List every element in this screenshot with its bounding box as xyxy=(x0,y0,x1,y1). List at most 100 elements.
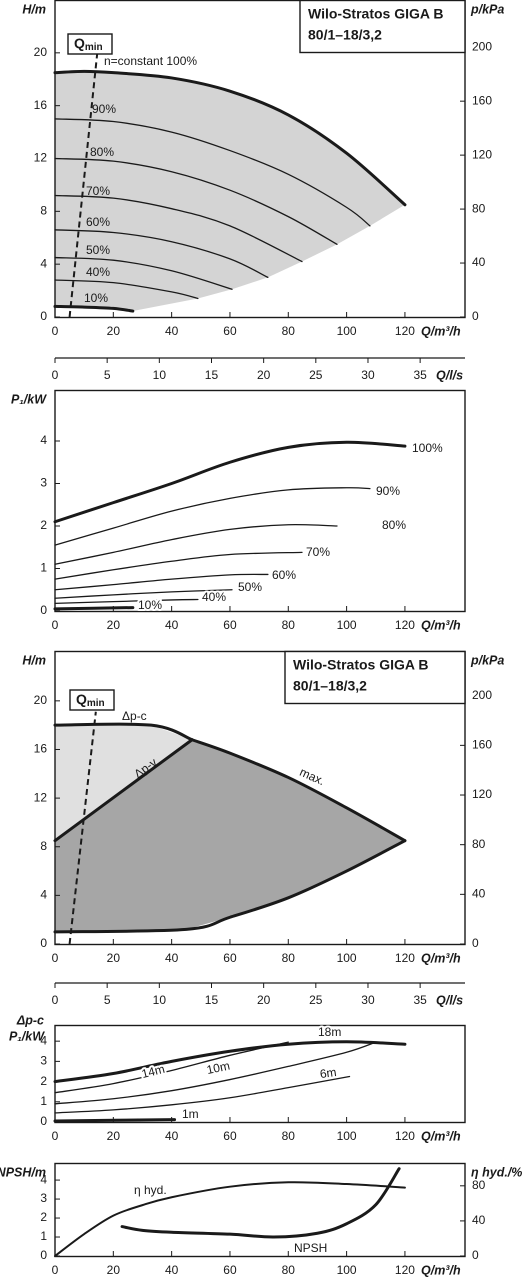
title-box xyxy=(284,650,466,705)
x-tick-label: 100 xyxy=(337,1129,357,1143)
curve-label: 10% xyxy=(138,598,162,612)
y-tick-label: 0 xyxy=(40,936,47,950)
x-tick-label: 60 xyxy=(223,618,237,632)
curve xyxy=(54,157,338,246)
y2-tick-label: 0 xyxy=(472,1248,479,1262)
x-tick-label: 25 xyxy=(309,993,323,1007)
y-tick-label: 4 xyxy=(40,256,47,270)
y-tick-label: 0 xyxy=(40,1248,47,1262)
chart-title: 80/1–18/3,2 xyxy=(293,678,367,694)
y-tick-label: 0 xyxy=(40,603,47,617)
curve xyxy=(54,1075,351,1114)
x-tick-label: 80 xyxy=(282,1263,296,1277)
curve xyxy=(54,551,303,580)
y2-axis-label: η hyd./% xyxy=(471,1165,522,1179)
plot-frame xyxy=(54,389,466,613)
x-tick-label: 60 xyxy=(223,951,237,965)
y-tick-label: 3 xyxy=(40,1191,47,1205)
curve-label: NPSH xyxy=(294,1241,327,1255)
x-tick-label: 120 xyxy=(395,1263,415,1277)
x-tick-label: 20 xyxy=(107,1263,121,1277)
x-axis-label: Q/l/s xyxy=(436,368,463,382)
x-axis-label: Q/m³/h xyxy=(421,1129,461,1143)
x-tick-label: 40 xyxy=(165,1129,179,1143)
y2-tick-label: 80 xyxy=(472,837,486,851)
curve xyxy=(53,69,407,207)
y-tick-label: 1 xyxy=(40,1094,47,1108)
curve xyxy=(54,118,371,227)
x-tick-label: 5 xyxy=(104,368,111,382)
qmin-q: Q xyxy=(74,35,85,51)
y2-tick-label: 80 xyxy=(472,201,486,215)
qmin-box xyxy=(67,33,113,55)
qmin-sub: min xyxy=(87,698,105,709)
y-axis-label: NPSH/m xyxy=(0,1165,46,1179)
curve-label: 70% xyxy=(306,545,330,559)
x-tick-label: 0 xyxy=(52,324,59,338)
y-tick-label: 16 xyxy=(34,742,48,756)
y-tick-label: 3 xyxy=(40,476,47,490)
y2-axis-label: p/kPa xyxy=(470,653,504,667)
curve xyxy=(53,440,407,524)
y-tick-label: 8 xyxy=(40,839,47,853)
x-axis-label: Q/m³/h xyxy=(421,951,461,965)
y-tick-label: 4 xyxy=(40,433,47,447)
curve xyxy=(54,279,199,300)
x-tick-label: 60 xyxy=(223,324,237,338)
curve xyxy=(53,839,407,934)
x-tick-label: 10 xyxy=(153,368,167,382)
curve-label: 14m xyxy=(140,1062,166,1081)
title-box xyxy=(299,0,466,54)
y2-tick-label: 200 xyxy=(472,39,492,53)
y-tick-label: 12 xyxy=(34,790,48,804)
curve xyxy=(54,598,199,604)
dp-c-range xyxy=(55,725,193,841)
curve xyxy=(53,1040,407,1084)
x-tick-label: 30 xyxy=(361,368,375,382)
curve-label: 100% xyxy=(412,441,443,455)
curve xyxy=(54,573,269,591)
x-tick-label: 100 xyxy=(337,618,357,632)
y-tick-label: 2 xyxy=(40,1074,47,1088)
y2-tick-label: 0 xyxy=(472,936,479,950)
x-axis-label: Q/m³/h xyxy=(421,1263,461,1277)
x-tick-label: 100 xyxy=(337,324,357,338)
x-axis-label: Q/m³/h xyxy=(421,618,461,632)
qmin-label: Qmin xyxy=(74,35,103,53)
x-tick-label: 120 xyxy=(395,1129,415,1143)
curve-label: 40% xyxy=(86,265,110,279)
y-tick-label: 3 xyxy=(40,1054,47,1068)
curve xyxy=(54,194,303,263)
x-tick-label: 0 xyxy=(52,368,59,382)
plot-frame xyxy=(54,1162,466,1258)
curve-label: 50% xyxy=(238,580,262,594)
y2-tick-label: 160 xyxy=(472,738,492,752)
curve-label: 60% xyxy=(86,215,110,229)
x-tick-label: 40 xyxy=(165,324,179,338)
curve-label: 18m xyxy=(318,1025,341,1039)
y-tick-label: 1 xyxy=(40,561,47,575)
x-tick-label: 15 xyxy=(205,368,219,382)
operating-range xyxy=(55,71,405,312)
x-tick-label: 30 xyxy=(361,993,375,1007)
curve-label: 70% xyxy=(86,184,110,198)
y2-tick-label: 200 xyxy=(472,688,492,702)
curve-label: Δp-c xyxy=(122,709,147,723)
x-tick-label: 15 xyxy=(205,993,219,1007)
qmin-q: Q xyxy=(76,691,87,707)
curve-label: 10% xyxy=(84,291,108,305)
x-tick-label: 20 xyxy=(107,618,121,632)
y-tick-label: 12 xyxy=(34,151,48,165)
curve xyxy=(53,738,194,843)
curve-label: 1m xyxy=(182,1107,199,1121)
curve-label: n=constant 100% xyxy=(104,54,197,68)
x-tick-label: 40 xyxy=(165,951,179,965)
curve xyxy=(53,1118,177,1123)
curve-label: 90% xyxy=(376,484,400,498)
x-tick-label: 120 xyxy=(395,951,415,965)
curve xyxy=(54,1041,377,1105)
x-tick-label: 35 xyxy=(413,368,427,382)
x-tick-label: 0 xyxy=(52,618,59,632)
curve-label: 90% xyxy=(92,102,116,116)
y-tick-label: 20 xyxy=(34,693,48,707)
